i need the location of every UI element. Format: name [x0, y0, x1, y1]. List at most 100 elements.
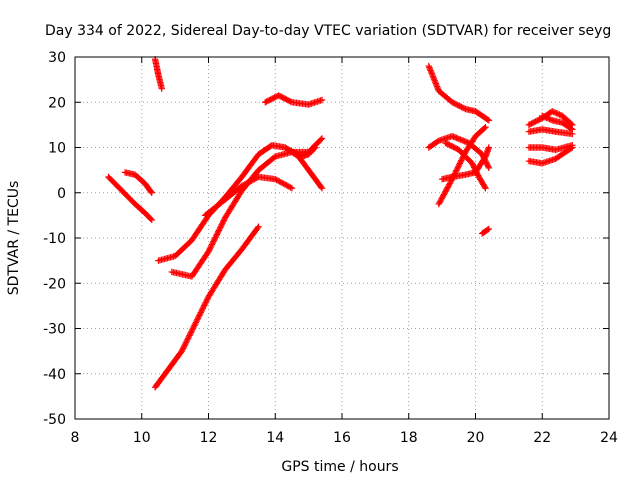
data-point-marker — [220, 217, 227, 224]
data-point-marker — [436, 199, 443, 206]
data-point-marker — [569, 126, 576, 133]
data-point-marker — [437, 196, 445, 204]
data-point-marker — [205, 246, 213, 254]
data-point-marker — [219, 218, 227, 226]
data-point-marker — [485, 164, 493, 172]
data-point-marker — [484, 163, 492, 170]
data-point-marker — [194, 315, 202, 322]
data-point-marker — [445, 182, 452, 190]
data-point-marker — [443, 185, 451, 193]
series-arc-15 — [478, 225, 493, 237]
data-point-marker — [183, 337, 190, 345]
data-point-marker — [549, 108, 556, 115]
data-point-marker — [254, 224, 261, 232]
data-point-marker — [214, 229, 221, 237]
data-point-marker — [484, 226, 491, 233]
data-point-marker — [245, 178, 253, 186]
data-point-marker — [440, 192, 447, 199]
data-point-marker — [455, 163, 462, 170]
data-point-marker — [444, 184, 451, 191]
y-tick-label: -10 — [43, 231, 66, 247]
series-arc-9 — [285, 144, 319, 160]
data-point-marker — [203, 297, 210, 305]
data-point-marker — [453, 167, 460, 174]
data-point-marker — [196, 312, 203, 319]
data-point-marker — [181, 342, 188, 349]
data-point-marker — [553, 110, 560, 117]
data-point-marker — [279, 179, 286, 187]
data-point-marker — [190, 323, 197, 331]
data-point-marker — [541, 113, 549, 121]
y-tick-label: 30 — [48, 50, 66, 66]
data-point-marker — [569, 144, 576, 151]
data-point-marker — [550, 108, 557, 116]
data-point-marker — [178, 347, 185, 355]
data-point-marker — [274, 177, 282, 184]
y-axis-label: SDTVAR / TECUs — [6, 181, 22, 296]
x-tick-label: 22 — [533, 430, 551, 446]
x-tick-label: 12 — [200, 430, 218, 446]
data-point-marker — [148, 216, 155, 224]
data-point-marker — [201, 302, 208, 309]
data-point-marker — [217, 224, 224, 231]
data-point-marker — [454, 164, 461, 171]
series-arc-3 — [151, 56, 165, 92]
data-point-marker — [485, 117, 493, 124]
data-point-marker — [210, 237, 218, 244]
data-point-marker — [147, 215, 154, 222]
data-point-marker — [485, 144, 493, 151]
data-point-marker — [281, 181, 289, 188]
series-arc-8 — [262, 92, 326, 108]
data-point-marker — [201, 300, 209, 308]
data-point-marker — [211, 235, 218, 243]
y-tick-label: 10 — [48, 141, 66, 157]
data-point-marker — [567, 145, 575, 152]
data-point-marker — [273, 176, 280, 184]
data-point-marker — [188, 327, 195, 335]
data-point-marker — [238, 182, 246, 190]
data-point-marker — [284, 182, 291, 190]
data-point-marker — [567, 125, 575, 132]
data-point-marker — [184, 335, 192, 342]
series-arc-20 — [539, 112, 576, 133]
data-point-marker — [185, 333, 193, 341]
data-point-marker — [207, 244, 214, 251]
data-point-marker — [443, 187, 450, 194]
x-tick-label: 24 — [600, 430, 618, 446]
chart-grid — [75, 57, 609, 419]
data-marks — [105, 56, 576, 391]
data-point-marker — [191, 320, 199, 328]
data-point-marker — [251, 175, 258, 183]
data-point-marker — [458, 157, 465, 164]
data-point-marker — [283, 182, 290, 189]
data-point-marker — [482, 185, 489, 192]
series-arc-4 — [151, 223, 262, 391]
data-point-marker — [317, 136, 325, 143]
data-point-marker — [198, 306, 206, 313]
axis-ticks: 8 10 12 14 16 18 20 22 24 -50 -40 -30 -20 -10 0 10 20 30 — [43, 50, 618, 446]
data-point-marker — [213, 231, 221, 238]
y-tick-label: -20 — [43, 276, 66, 292]
data-point-marker — [206, 245, 214, 252]
x-tick-label: 20 — [467, 430, 485, 446]
data-point-marker — [255, 223, 262, 230]
data-point-marker — [184, 336, 191, 343]
data-point-marker — [446, 180, 454, 187]
data-point-marker — [481, 124, 488, 132]
data-point-marker — [312, 144, 319, 151]
y-tick-label: -50 — [43, 412, 66, 428]
data-point-marker — [147, 188, 155, 195]
data-point-marker — [458, 155, 466, 163]
data-point-marker — [445, 181, 453, 188]
data-point-marker — [272, 175, 279, 183]
data-point-marker — [182, 340, 189, 348]
series-arc-7 — [201, 173, 296, 219]
data-point-marker — [212, 234, 219, 241]
data-point-marker — [186, 332, 193, 339]
data-point-marker — [437, 198, 444, 205]
data-point-marker — [197, 309, 204, 316]
data-point-marker — [208, 242, 215, 250]
data-point-marker — [200, 303, 207, 311]
data-point-marker — [453, 165, 461, 173]
